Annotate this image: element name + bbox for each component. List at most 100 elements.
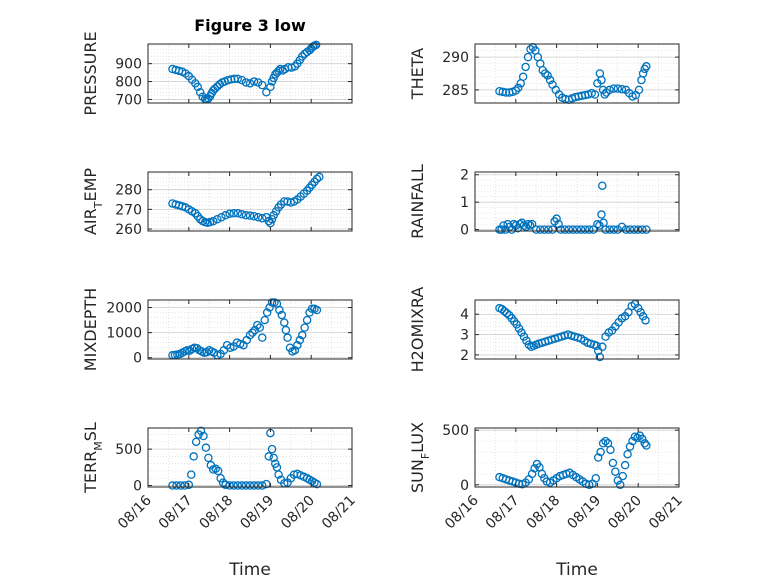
data-point (215, 79, 225, 89)
data-point (233, 481, 243, 490)
data-point (237, 481, 247, 490)
y-tick-label: 1 (460, 195, 469, 211)
y-tick-label: 285 (442, 83, 469, 99)
x-tick-label: 08/21 (319, 493, 359, 533)
data-point (297, 330, 307, 340)
data-point (221, 211, 230, 220)
data-point (608, 458, 618, 468)
data-point (184, 480, 194, 490)
data-point (620, 460, 630, 470)
data-point (257, 80, 267, 90)
y-tick-label: 280 (115, 183, 142, 199)
data-point (195, 88, 205, 97)
data-point (590, 90, 600, 99)
data-point (274, 470, 283, 479)
series-markers (495, 299, 650, 362)
data-point (618, 471, 627, 481)
data-point (295, 335, 305, 345)
data-point (617, 84, 627, 94)
data-point (598, 342, 607, 352)
data-point (260, 315, 269, 325)
data-point (312, 174, 322, 184)
data-point (241, 211, 251, 220)
data-point (591, 474, 601, 483)
axes-box (147, 427, 353, 488)
x-tick-label: 08/16 (442, 492, 482, 532)
y-axis-label: THETA (408, 48, 427, 100)
data-point (609, 225, 618, 234)
x-tick-label: 08/17 (156, 493, 196, 533)
data-point (531, 225, 541, 234)
data-point (172, 481, 181, 490)
y-tick-label: 290 (442, 50, 469, 66)
data-point (521, 62, 530, 72)
data-point (176, 481, 185, 490)
data-point (606, 445, 615, 455)
data-point (262, 88, 271, 97)
data-point (600, 90, 609, 99)
data-point (633, 225, 643, 234)
y-tick-label: 270 (115, 202, 142, 218)
data-point (253, 481, 263, 490)
data-point (262, 308, 272, 317)
data-point (540, 225, 549, 234)
data-point (616, 480, 625, 490)
y-axis-label: RAINFALL (408, 164, 427, 239)
data-point (186, 470, 196, 479)
data-point (580, 225, 590, 234)
data-point (245, 211, 255, 220)
data-point (225, 481, 234, 490)
y-axis-label: H2OMIXRA (408, 287, 427, 373)
data-point (545, 75, 555, 85)
data-point (641, 316, 650, 325)
data-point (267, 214, 277, 224)
data-point (237, 210, 247, 219)
axes-box (474, 427, 680, 488)
data-point (514, 83, 523, 93)
y-axis-label: AIRTEMP (81, 168, 105, 235)
data-point (290, 62, 300, 71)
data-point (245, 79, 255, 88)
data-point (621, 225, 631, 234)
data-point (537, 469, 547, 479)
data-point (266, 218, 275, 228)
data-point (536, 225, 545, 234)
data-point (211, 464, 220, 474)
data-point (527, 469, 537, 479)
data-point (245, 481, 255, 490)
data-point (625, 442, 635, 451)
y-tick-label: 700 (115, 92, 142, 108)
data-point (168, 481, 177, 490)
data-point (280, 318, 289, 327)
data-point (613, 476, 623, 485)
data-point (209, 216, 218, 226)
data-point (213, 466, 223, 476)
data-point (250, 325, 260, 335)
x-tick-label: 08/16 (115, 492, 155, 532)
data-point (267, 444, 277, 454)
data-point (605, 225, 614, 234)
data-point (315, 172, 324, 182)
data-point (576, 225, 586, 234)
y-tick-label: 4 (460, 307, 469, 323)
data-point (572, 225, 582, 234)
data-point (217, 212, 226, 222)
data-point (213, 82, 222, 91)
data-point (540, 69, 550, 78)
data-point (267, 298, 277, 307)
data-point (552, 214, 561, 223)
y-axis-label: PRESSURE (81, 31, 100, 115)
data-point (248, 328, 257, 337)
data-point (245, 330, 255, 340)
axes-box (147, 299, 353, 360)
data-point (598, 181, 607, 190)
data-point (640, 439, 649, 448)
series-markers (168, 172, 324, 228)
axes-box (474, 299, 680, 360)
y-tick-label: 900 (115, 57, 142, 73)
data-point (233, 209, 243, 218)
data-point (593, 453, 603, 462)
data-point (293, 340, 302, 350)
y-axis-label: MIXDEPTH (81, 288, 100, 371)
data-point (523, 219, 533, 229)
